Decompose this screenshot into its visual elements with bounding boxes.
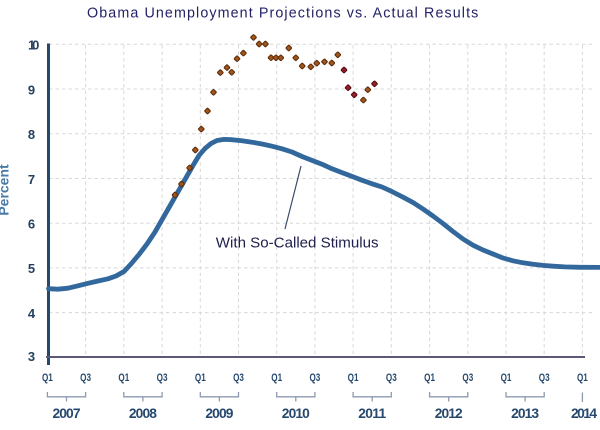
svg-text:2009: 2009 xyxy=(205,406,233,421)
svg-text:Q3: Q3 xyxy=(157,372,168,385)
svg-text:2010: 2010 xyxy=(282,406,310,421)
svg-text:Q1: Q1 xyxy=(195,372,206,385)
svg-text:6: 6 xyxy=(28,217,35,232)
svg-text:9: 9 xyxy=(28,82,35,97)
svg-text:7: 7 xyxy=(28,172,35,187)
svg-text:8: 8 xyxy=(28,127,35,142)
svg-text:Q1: Q1 xyxy=(348,372,359,385)
svg-text:2012: 2012 xyxy=(435,406,463,421)
svg-text:Q3: Q3 xyxy=(462,372,473,385)
svg-text:Q1: Q1 xyxy=(577,372,588,385)
svg-text:Q1: Q1 xyxy=(271,372,282,385)
svg-text:Q1: Q1 xyxy=(118,372,129,385)
svg-text:Q1: Q1 xyxy=(501,372,512,385)
svg-text:2008: 2008 xyxy=(129,406,157,421)
svg-text:Q3: Q3 xyxy=(80,372,91,385)
svg-text:5: 5 xyxy=(28,261,35,276)
svg-text:Q1: Q1 xyxy=(42,372,53,385)
svg-text:2007: 2007 xyxy=(53,406,81,421)
svg-text:Q3: Q3 xyxy=(309,372,320,385)
svg-text:With So-Called Stimulus: With So-Called Stimulus xyxy=(216,234,379,251)
svg-text:Q3: Q3 xyxy=(233,372,244,385)
svg-text:Q3: Q3 xyxy=(539,372,550,385)
svg-text:4: 4 xyxy=(28,306,36,321)
svg-text:Q3: Q3 xyxy=(386,372,397,385)
svg-text:2014: 2014 xyxy=(571,406,597,421)
svg-text:Q1: Q1 xyxy=(424,372,435,385)
svg-text:Percent: Percent xyxy=(0,164,12,216)
svg-text:3: 3 xyxy=(28,349,35,364)
svg-text:Obama Unemployment Projections: Obama Unemployment Projections vs. Actua… xyxy=(87,6,479,22)
svg-text:10: 10 xyxy=(28,38,39,53)
svg-text:2013: 2013 xyxy=(511,406,539,421)
svg-text:2011: 2011 xyxy=(358,406,386,421)
